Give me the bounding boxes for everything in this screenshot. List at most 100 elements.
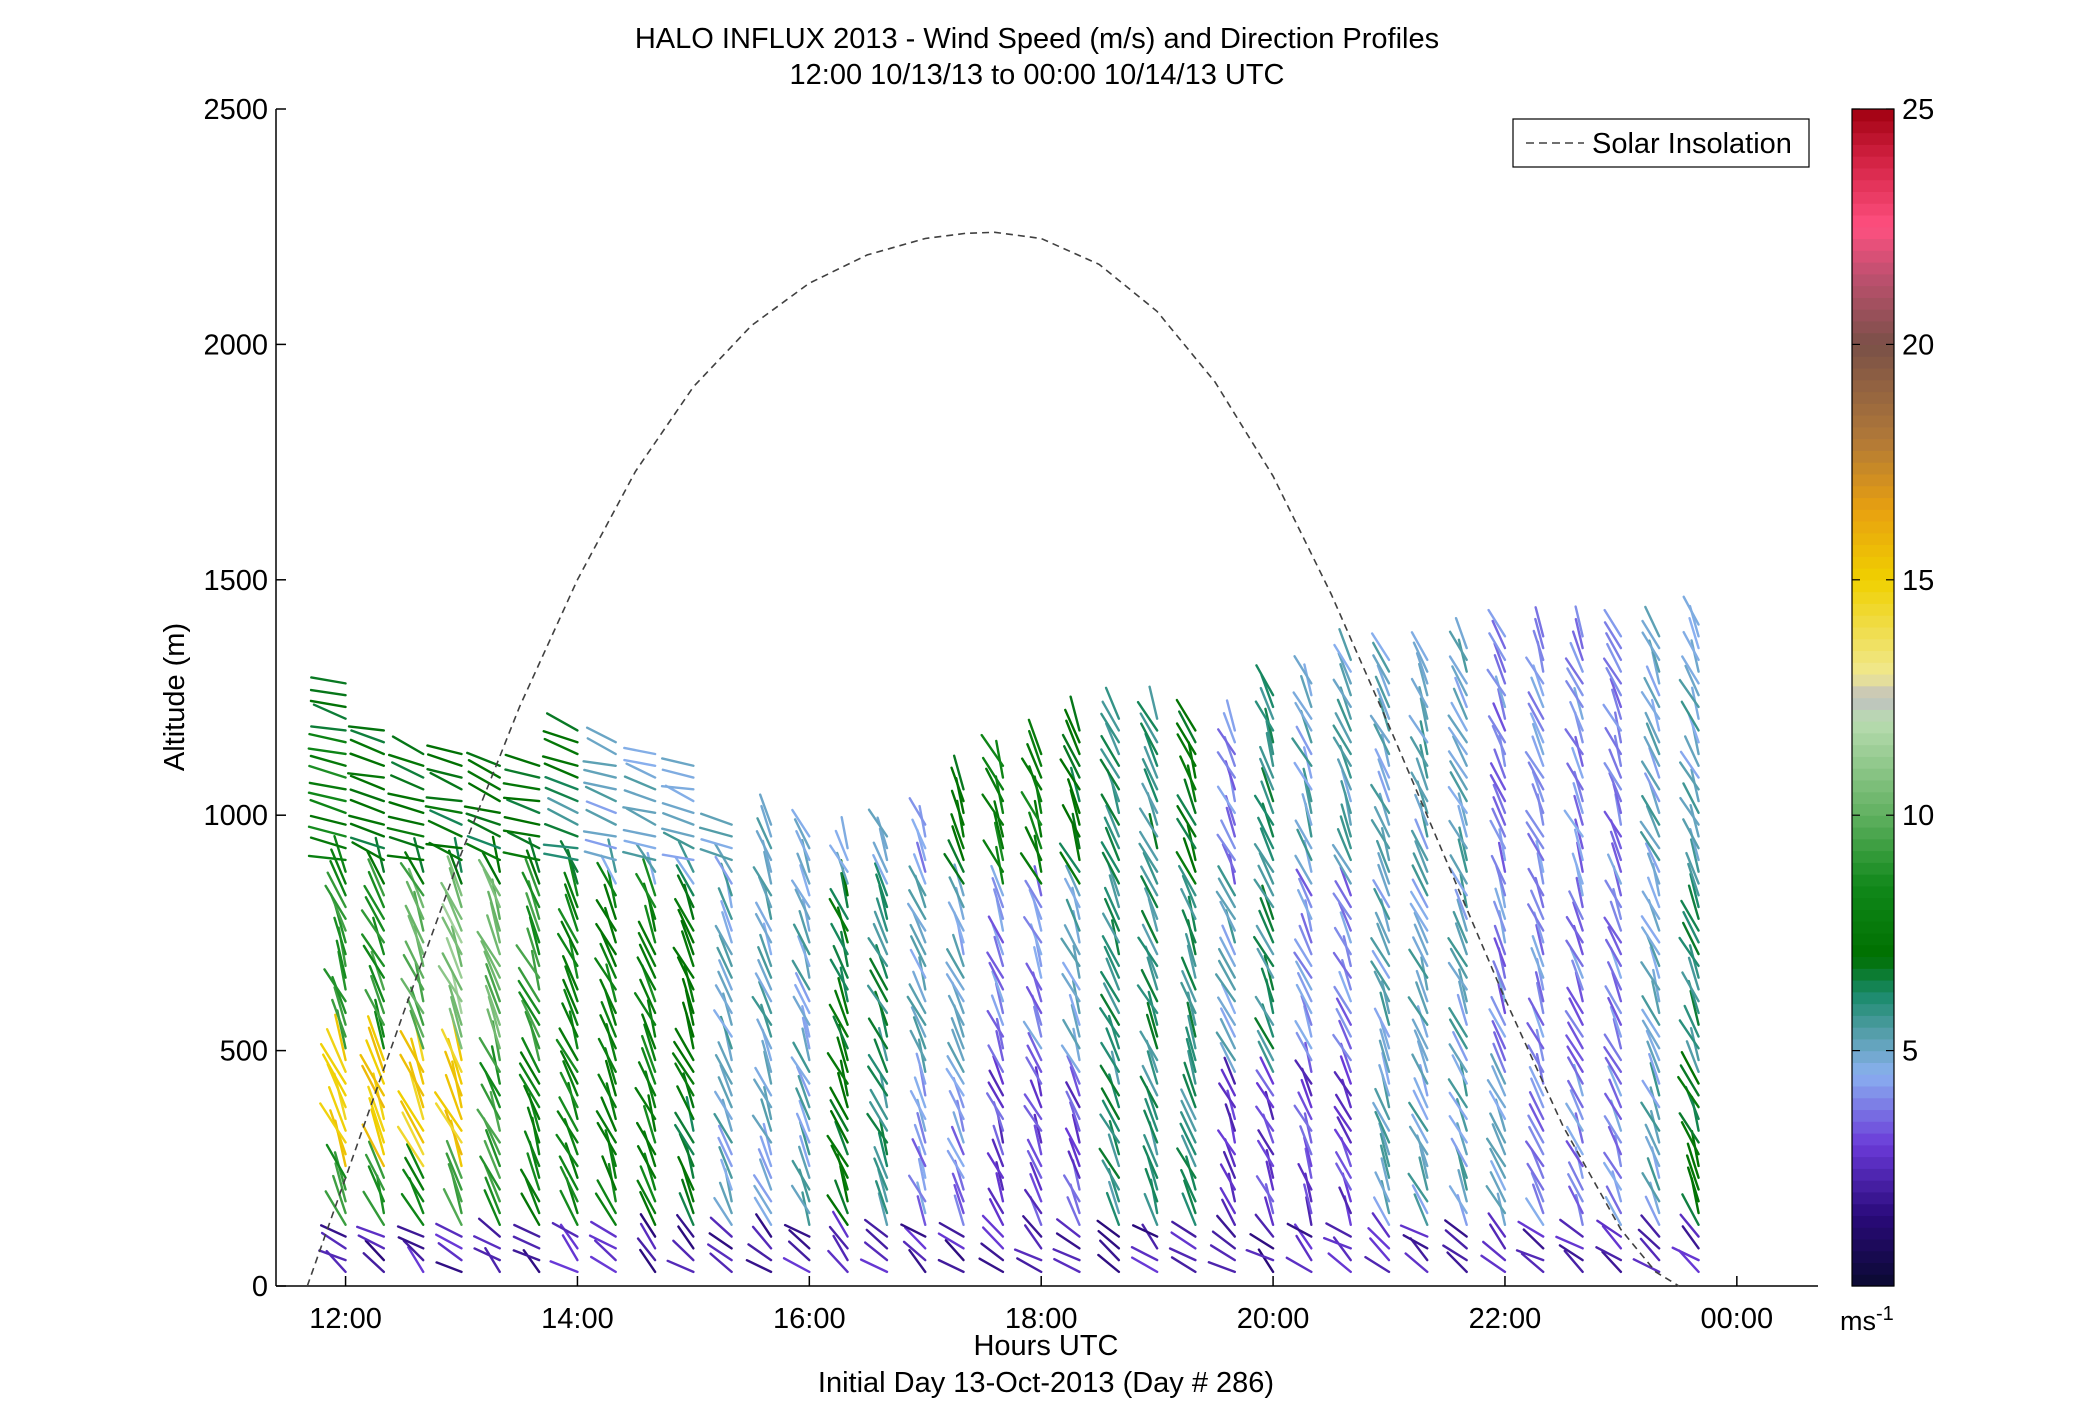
wind-barb — [502, 782, 541, 791]
wind-barb — [1297, 1091, 1313, 1121]
wind-barb — [386, 826, 425, 838]
wind-barb — [1685, 1154, 1700, 1191]
wind-barb — [309, 798, 347, 815]
wind-barb — [1322, 1236, 1352, 1250]
wind-barb — [525, 905, 541, 944]
wind-barb — [623, 758, 657, 767]
wind-barb — [1181, 970, 1197, 1003]
wind-barb — [479, 1061, 501, 1097]
wind-barb — [1186, 944, 1197, 979]
wind-barb — [1255, 1082, 1275, 1109]
wind-barb — [634, 1086, 657, 1121]
wind-barb — [1224, 1103, 1237, 1132]
wind-barb — [1380, 1157, 1391, 1191]
wind-barb — [364, 1153, 386, 1191]
wind-barb — [467, 782, 501, 803]
wind-barb — [1028, 888, 1043, 920]
colorbar-swatch — [1852, 650, 1894, 663]
wind-barb — [837, 977, 849, 1015]
wind-barb — [1255, 924, 1275, 956]
wind-barb — [672, 1239, 695, 1262]
wind-profile — [424, 744, 463, 1274]
colorbar-swatch — [1852, 1191, 1894, 1205]
wind-barb — [1644, 1123, 1661, 1156]
wind-barb — [1449, 854, 1468, 885]
wind-barb — [320, 1231, 347, 1250]
wind-barb — [1175, 698, 1197, 732]
wind-barb — [485, 963, 501, 1003]
chart-title: HALO INFLUX 2013 - Wind Speed (m/s) and … — [635, 23, 1439, 55]
wind-barb — [1220, 1007, 1237, 1038]
wind-barb — [1493, 642, 1507, 673]
wind-barb — [1645, 1029, 1661, 1062]
wind-barb — [1097, 1229, 1121, 1250]
wind-barb — [1175, 851, 1197, 885]
wind-barb — [1377, 770, 1391, 803]
wind-barb — [832, 1234, 849, 1262]
wind-barb — [1492, 960, 1507, 991]
wind-barb — [585, 726, 617, 744]
wind-barb — [1411, 1018, 1429, 1050]
wind-barb — [1376, 922, 1391, 956]
wind-barb — [526, 1152, 541, 1191]
wind-barb — [1418, 1156, 1429, 1191]
wind-barb — [1679, 761, 1700, 791]
wind-barb — [483, 1189, 501, 1226]
wind-barb — [427, 819, 463, 838]
wind-barb — [1291, 737, 1313, 767]
wind-barb — [1223, 1056, 1237, 1085]
wind-barb — [1641, 1019, 1661, 1050]
wind-barb — [753, 1196, 773, 1226]
wind-barb — [1648, 746, 1661, 779]
wind-barb — [638, 943, 657, 979]
wind-barb — [397, 1236, 425, 1250]
wind-barb — [584, 838, 617, 850]
wind-barb — [1265, 1160, 1275, 1191]
wind-barb — [751, 1225, 773, 1250]
wind-barb — [1604, 726, 1623, 756]
wind-barb — [1679, 750, 1700, 779]
wind-profile — [698, 812, 733, 1274]
wind-barb — [1489, 762, 1507, 791]
wind-barb — [640, 1034, 657, 1073]
wind-barb — [521, 1037, 541, 1073]
wind-barb — [1259, 827, 1275, 862]
wind-barb — [1024, 826, 1043, 862]
wind-barb — [829, 844, 849, 873]
wind-barb — [798, 1099, 811, 1132]
wind-barb — [1414, 840, 1429, 873]
wind-barb — [951, 825, 965, 862]
wind-barb — [1221, 1198, 1237, 1226]
wind-barb — [1607, 926, 1623, 956]
wind-barb — [367, 870, 386, 909]
wind-barb — [1374, 1171, 1391, 1203]
wind-barb — [1168, 1247, 1197, 1262]
colorbar-swatch — [1852, 591, 1894, 604]
wind-barb — [907, 1174, 927, 1203]
wind-barb — [1411, 1113, 1429, 1144]
wind-barb — [1565, 939, 1584, 968]
wind-barb — [1442, 1244, 1468, 1262]
wind-barb — [559, 1071, 579, 1109]
wind-barb — [600, 1096, 617, 1132]
wind-barb — [479, 1155, 501, 1191]
wind-barb — [541, 755, 579, 767]
wind-barb — [1408, 1125, 1429, 1156]
colorbar-swatch — [1852, 756, 1894, 769]
wind-barb — [909, 1090, 927, 1121]
wind-barb — [561, 955, 579, 991]
wind-barb — [567, 857, 579, 897]
wind-barb — [1679, 1213, 1700, 1238]
wind-barb — [913, 1076, 927, 1109]
wind-barb — [917, 1157, 927, 1191]
wind-barb — [1490, 1160, 1507, 1191]
colorbar-swatch — [1852, 156, 1894, 169]
colorbar-swatch — [1852, 1262, 1894, 1275]
wind-barb — [719, 1064, 733, 1097]
wind-barb — [1217, 996, 1237, 1026]
wind-barb — [520, 1192, 541, 1226]
wind-barb — [797, 1074, 811, 1109]
wind-barb — [1069, 695, 1081, 732]
wind-barb — [1026, 1044, 1043, 1073]
wind-barb — [1682, 782, 1700, 815]
